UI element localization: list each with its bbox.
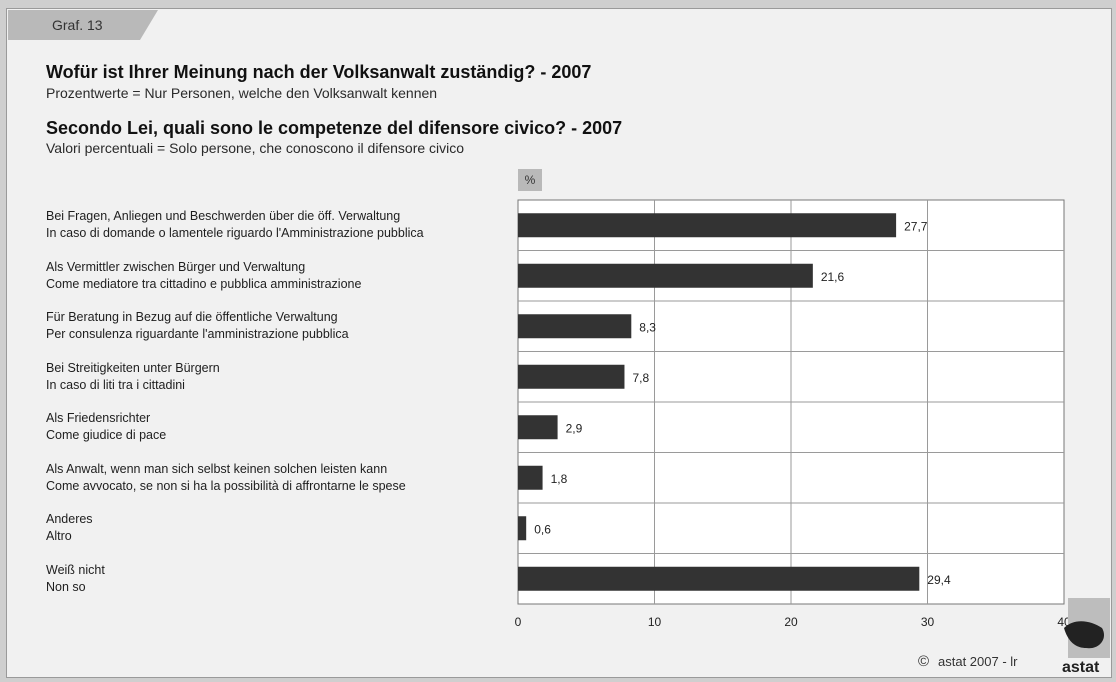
category-label-german: Bei Streitigkeiten unter Bürgern (46, 360, 220, 375)
data-label: 8,3 (639, 320, 656, 334)
graf-tab: Graf. 13 (8, 10, 158, 40)
bar (518, 465, 543, 490)
category-label-german: Als Anwalt, wenn man sich selbst keinen … (46, 461, 388, 476)
bar (518, 566, 920, 591)
chart-title-german: Wofür ist Ihrer Meinung nach der Volksan… (46, 62, 592, 82)
chart-title-italian: Secondo Lei, quali sono le competenze de… (46, 118, 623, 138)
data-label: 2,9 (566, 421, 583, 435)
category-label-italian: Altro (46, 529, 72, 544)
astat-logo: astat (1062, 598, 1110, 676)
x-tick-label: 20 (784, 615, 798, 629)
category-label: Bei Fragen, Anliegen und Beschwerden übe… (46, 208, 424, 242)
x-tick-label: 30 (921, 615, 935, 629)
data-label: 27,7 (904, 219, 928, 233)
category-label-german: Bei Fragen, Anliegen und Beschwerden übe… (46, 209, 401, 224)
unit-badge: % (518, 169, 542, 191)
logo-text: astat (1062, 659, 1100, 676)
category-label: Bei Streitigkeiten unter Bürgern In caso … (46, 360, 220, 394)
bar (518, 314, 632, 339)
data-label: 21,6 (821, 270, 845, 284)
category-label: Weiß nicht Non so (46, 562, 105, 596)
category-label: Anderes Altro (46, 511, 93, 545)
bar (518, 364, 625, 389)
data-label: 7,8 (632, 371, 649, 385)
copyright-text: astat 2007 - lr (938, 654, 1018, 669)
chart-subtitle-italian: Valori percentuali = Solo persone, che c… (46, 140, 465, 156)
data-label: 0,6 (534, 522, 551, 536)
category-label-italian: Come giudice di pace (46, 428, 167, 443)
graf-label: Graf. 13 (52, 17, 103, 33)
copyright-icon: © (918, 653, 930, 670)
bar (518, 516, 527, 541)
bar (518, 213, 897, 238)
bar (518, 263, 813, 288)
x-tick-label: 10 (648, 615, 662, 629)
data-label: 1,8 (551, 472, 568, 486)
category-label: Als Vermittler zwischen Bürger und Verwa… (46, 259, 361, 293)
category-label: Als Anwalt, wenn man sich selbst keinen … (46, 461, 406, 495)
chart-subtitle-german: Prozentwerte = Nur Personen, welche den … (46, 85, 438, 101)
data-label: 29,4 (927, 573, 951, 587)
category-label-italian: In caso di domande o lamentele riguardo … (46, 226, 424, 241)
category-label-italian: Per consulenza riguardante l'amministraz… (46, 327, 349, 342)
category-label: Als Friedensrichter Come giudice di pace (46, 410, 166, 444)
category-label-italian: Non so (46, 579, 86, 594)
category-label-italian: Come mediatore tra cittadino e pubblica … (46, 276, 362, 291)
category-label: Für Beratung in Bezug auf die öffentlich… (46, 309, 349, 343)
category-label-german: Weiß nicht (46, 562, 105, 577)
category-label-german: Als Vermittler zwischen Bürger und Verwa… (46, 259, 306, 274)
category-label-italian: In caso di liti tra i cittadini (46, 377, 185, 392)
category-label-german: Für Beratung in Bezug auf die öffentlich… (46, 310, 338, 325)
bar (518, 415, 558, 440)
category-label-italian: Come avvocato, se non si ha la possibili… (46, 478, 406, 493)
category-label-german: Als Friedensrichter (46, 411, 151, 426)
category-label-german: Anderes (46, 512, 93, 527)
x-tick-label: 0 (515, 615, 522, 629)
